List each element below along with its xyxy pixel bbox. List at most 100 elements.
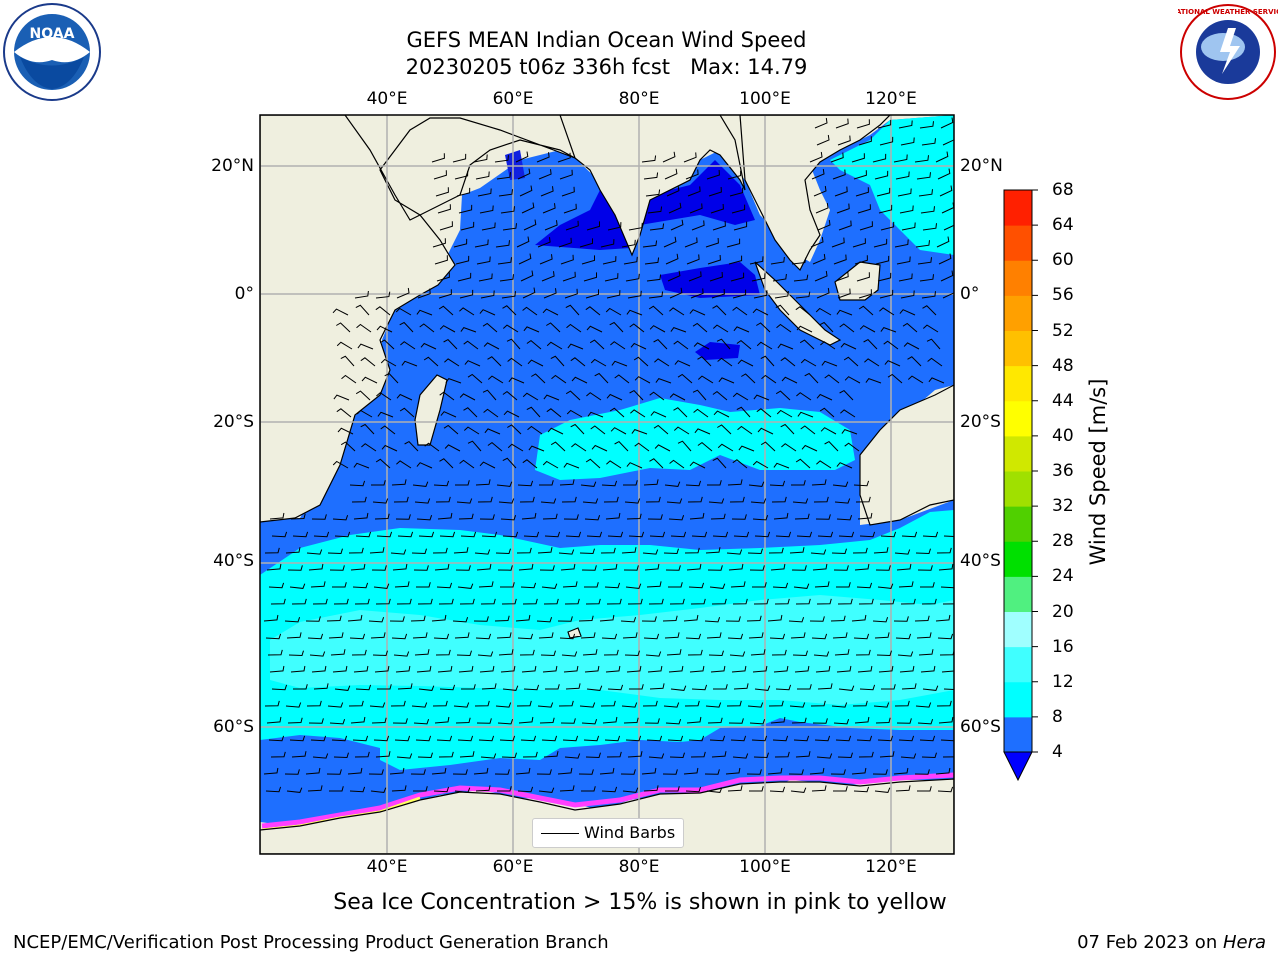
wind-barb [831,548,847,555]
wind-barb [859,684,876,691]
wind-barb [751,273,766,282]
wind-barb [377,684,392,690]
wind-barb [795,458,811,469]
wind-barb [541,583,558,589]
wind-barb [445,378,462,384]
wind-barb [834,649,850,656]
wind-barb [375,458,391,469]
wind-barb [306,700,322,707]
wind-barb [309,651,326,657]
wind-barb [752,665,768,673]
wind-barb [732,459,748,469]
wind-barb [305,767,321,775]
wind-barb [432,547,448,554]
wind-barb [858,751,874,758]
wind-barb [662,615,678,622]
wind-barb [668,515,685,521]
wind-barb [648,753,665,759]
wind-barb [610,341,626,350]
wind-barb [494,615,510,622]
wind-barb [480,598,496,605]
wind-barb [459,751,475,758]
wind-barb [559,169,573,180]
wind-barb [649,531,666,538]
wind-barb [495,240,510,248]
wind-barb [501,598,517,605]
wind-barb [668,202,682,214]
wind-barb [837,752,853,759]
wind-barb [685,633,702,640]
wind-barb [481,531,498,538]
wind-barb [396,287,410,299]
wind-barb [713,410,730,418]
lat-tick-left-0: 0° [234,284,254,304]
wind-barb [710,203,724,214]
wind-barb [832,169,846,180]
wind-barb [898,273,913,282]
wind-barb [562,735,579,742]
wind-barb [501,291,516,299]
wind-barb [439,684,456,691]
wind-barb [756,408,772,418]
wind-barb [697,441,713,452]
sea-ice-footnote: Sea Ice Concentration > 15% is shown in … [333,890,947,915]
wind-barb [433,480,450,487]
wind-barb [557,616,573,622]
lon-tick-top-100e: 100°E [739,89,791,109]
wind-barb [589,339,605,350]
wind-barb [605,665,621,673]
wind-barb [875,255,890,265]
wind-barb [749,565,765,571]
wind-barb [689,203,703,214]
lat-tick-right-40s: 40°S [960,551,1001,571]
wind-barb [487,375,504,384]
wind-barb [665,786,680,792]
wind-barb [645,189,661,197]
wind-barb [263,614,279,622]
wind-barb [922,531,939,538]
wind-barb [813,496,829,503]
wind-barb [539,480,554,486]
wind-barb [586,221,600,231]
wind-barb [854,255,868,265]
wind-barb [508,377,525,384]
wind-barb [605,307,622,316]
wind-barb [417,752,433,759]
wind-barb [713,684,728,690]
wind-barb [780,423,795,435]
wind-barb [463,407,478,418]
wind-barb [833,786,848,792]
wind-barb [519,185,533,197]
wind-barb [918,649,934,656]
wind-barb [630,409,646,418]
wind-barb [434,255,448,265]
wind-barb [417,598,433,605]
wind-barb [609,321,624,333]
wind-barb [752,308,769,316]
wind-barb [815,514,831,520]
wind-barb [879,289,894,299]
wind-barb [270,598,286,605]
wind-barb [605,512,621,520]
wind-barb [332,515,349,521]
wind-barb [603,649,619,656]
wind-barb [404,440,419,452]
wind-barb [326,615,342,622]
wind-barb [497,257,512,265]
wind-barb [691,684,708,691]
wind-barb [518,253,532,265]
wind-barb [395,514,411,520]
wind-barb [477,188,492,197]
wind-barb [708,186,722,197]
wind-barb [443,338,458,350]
wind-barb [536,617,553,623]
wind-barb [865,378,882,384]
wind-barb [305,616,321,622]
wind-barb [772,273,787,282]
lon-tick-bottom-80e: 80°E [618,857,660,877]
wind-barb [937,786,954,793]
wind-barb [709,583,726,589]
wind-barb [771,496,787,503]
wind-barb [544,220,558,231]
